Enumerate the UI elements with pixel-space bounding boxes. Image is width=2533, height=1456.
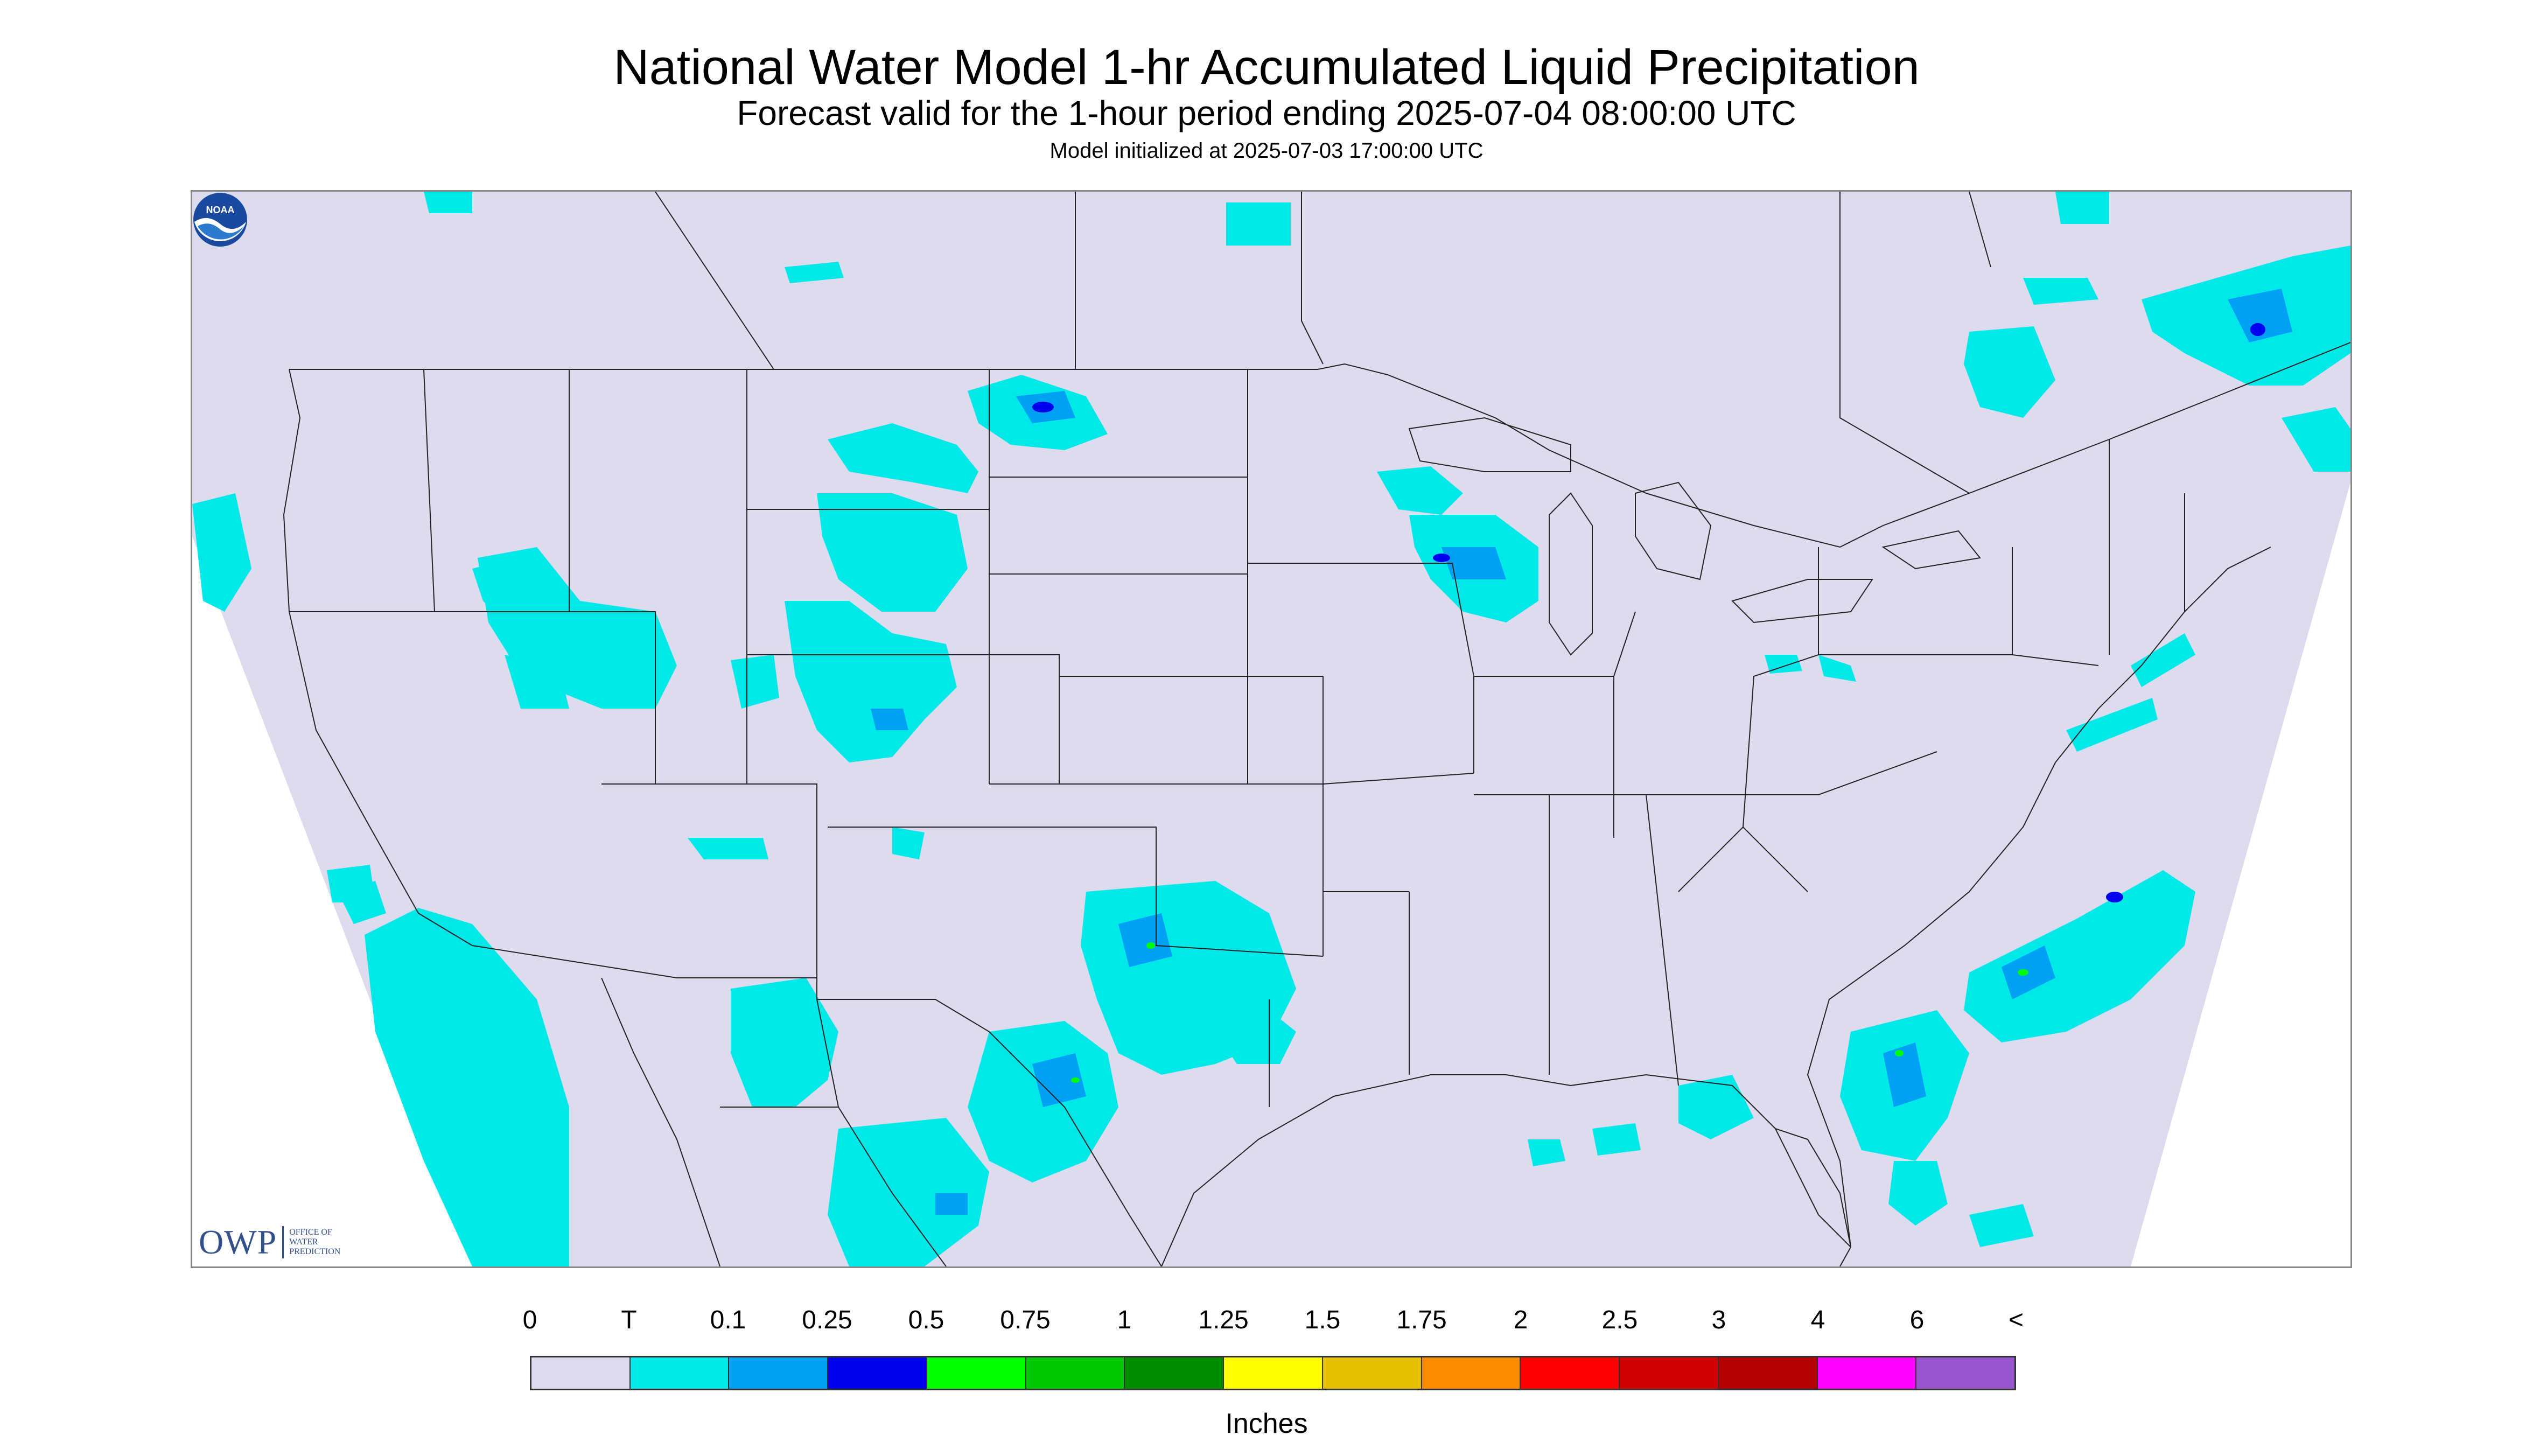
legend-tick-label: 0.5 — [908, 1306, 944, 1334]
legend-labels: 0 T 0.1 0.25 0.5 0.75 1 1.25 1.5 1.75 2 2.5 3 4 6 < — [523, 1305, 2024, 1338]
owp-logo-divider — [282, 1226, 284, 1258]
florida-outline — [1775, 1128, 1852, 1266]
legend-tick-label: 1.75 — [1396, 1306, 1447, 1334]
legend-swatch — [1422, 1357, 1521, 1389]
legend-swatch — [1323, 1357, 1422, 1389]
owp-sub-line-3: Prediction — [289, 1247, 341, 1256]
legend-tick-label: 0.25 — [802, 1306, 852, 1334]
legend-swatch — [531, 1357, 631, 1389]
legend-swatch — [1817, 1357, 1917, 1389]
owp-logo: OWP Office of Water Prediction — [199, 1224, 340, 1260]
forecast-valid-subtitle: Forecast valid for the 1-hour period end… — [737, 94, 1796, 132]
owp-sub-line-2: Water — [289, 1237, 318, 1247]
legend-tick-label: 0 — [522, 1306, 537, 1334]
legend-tick-label: 1.5 — [1304, 1306, 1341, 1334]
legend-swatch — [1521, 1357, 1620, 1389]
legend-swatch — [1125, 1357, 1224, 1389]
noaa-logo-icon: NOAA — [193, 193, 247, 247]
legend-swatch — [1224, 1357, 1323, 1389]
political-boundaries — [283, 192, 2350, 1266]
legend-swatch — [1026, 1357, 1125, 1389]
legend-swatch — [630, 1357, 730, 1389]
map-title: National Water Model 1-hr Accumulated Li… — [613, 40, 1920, 95]
legend-tick-label: 1 — [1117, 1306, 1132, 1334]
precip-green — [1071, 942, 2028, 1083]
model-init-text: Model initialized at 2025-07-03 17:00:00… — [1049, 139, 1484, 163]
legend-tick-label: < — [2008, 1306, 2024, 1334]
legend-tick-label: 3 — [1711, 1306, 1726, 1334]
legend-swatch — [1620, 1357, 1719, 1389]
precip-heavy — [1032, 323, 2265, 902]
legend-tick-label: T — [621, 1306, 637, 1334]
legend-tick-label: 2.5 — [1601, 1306, 1638, 1334]
legend-units: Inches — [1225, 1408, 1308, 1439]
legend-tick-label: 1.25 — [1198, 1306, 1249, 1334]
owp-sub-line-1: Office of — [289, 1228, 332, 1237]
legend-tick-label: 0.75 — [1000, 1306, 1051, 1334]
legend-swatch — [1916, 1357, 2015, 1389]
legend-swatch — [1718, 1357, 1818, 1389]
legend-swatch — [729, 1357, 829, 1389]
legend-tick-label: 6 — [1909, 1306, 1925, 1334]
noaa-logo-text: NOAA — [206, 205, 235, 215]
legend-tick-label: 2 — [1513, 1306, 1528, 1334]
precipitation-map[interactable]: OWP Office of Water Prediction NOAA — [191, 190, 2352, 1268]
owp-logo-text: OWP — [199, 1223, 277, 1261]
map-canvas — [192, 192, 2350, 1266]
owp-logo-subtext: Office of Water Prediction — [289, 1228, 340, 1257]
legend-colorbar — [530, 1356, 2016, 1390]
legend-tick-label: 4 — [1810, 1306, 1825, 1334]
legend-tick-label: 0.1 — [710, 1306, 746, 1334]
legend-swatch — [828, 1357, 927, 1389]
legend-swatch — [927, 1357, 1026, 1389]
